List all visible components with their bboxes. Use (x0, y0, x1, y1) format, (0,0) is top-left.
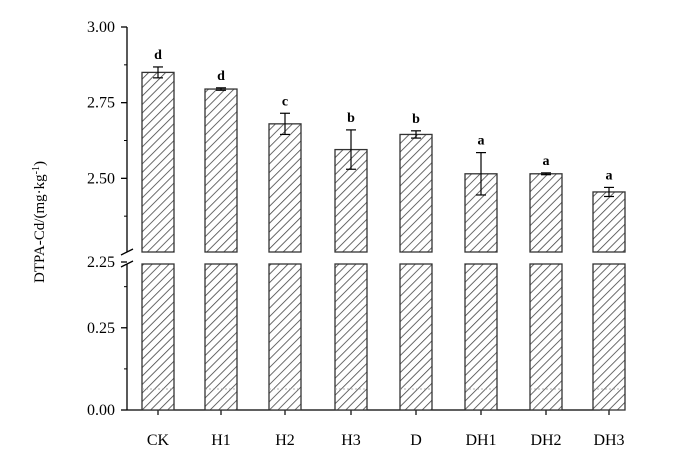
axis-break-mark (120, 260, 134, 268)
significance-label: a (606, 168, 613, 183)
bar (204, 88, 238, 253)
bar-lower (529, 263, 563, 411)
significance-label: d (154, 48, 162, 63)
x-tick-label: CK (147, 432, 170, 449)
bar (141, 71, 175, 253)
significance-label: a (478, 134, 485, 149)
bar-lower (141, 263, 175, 411)
y-tick-label: 2.25 (87, 254, 115, 271)
x-tick-label: H1 (211, 432, 231, 449)
y-tick-labels: 3.00 2.75 2.50 2.25 0.25 0.00 (87, 19, 115, 419)
bar-lower (204, 263, 238, 411)
bar-lower (268, 263, 302, 411)
significance-label: a (543, 154, 550, 169)
bars: d d c b b a a a (141, 48, 626, 411)
y-tick-label: 2.75 (87, 95, 115, 112)
x-tick-labels: CK H1 H2 H3 D DH1 DH2 DH3 (147, 432, 625, 449)
x-tick-label: D (410, 432, 422, 449)
bar (268, 123, 302, 253)
y-axis-label: DTPA-Cd/(mg·kg-1) (31, 161, 49, 283)
x-tick-label: DH2 (530, 432, 561, 449)
bar-lower (592, 263, 626, 411)
bar (399, 133, 433, 253)
y-tick-label: 0.00 (87, 402, 115, 419)
significance-label: b (347, 111, 355, 126)
bar-lower (464, 263, 498, 411)
bar (592, 191, 626, 253)
significance-label: b (412, 112, 420, 127)
x-tick-label: DH3 (593, 432, 624, 449)
x-tick-label: H3 (341, 432, 361, 449)
significance-label: d (217, 69, 225, 84)
bar-lower (399, 263, 433, 411)
y-tick-label: 0.25 (87, 320, 115, 337)
bar (529, 173, 563, 253)
y-tick-label: 3.00 (87, 19, 115, 36)
y-tick-label: 2.50 (87, 170, 115, 187)
x-tick-label: H2 (275, 432, 295, 449)
axis-break-mark (120, 248, 134, 256)
bar-lower (334, 263, 368, 411)
x-tick-label: DH1 (465, 432, 496, 449)
significance-label: c (282, 94, 288, 109)
